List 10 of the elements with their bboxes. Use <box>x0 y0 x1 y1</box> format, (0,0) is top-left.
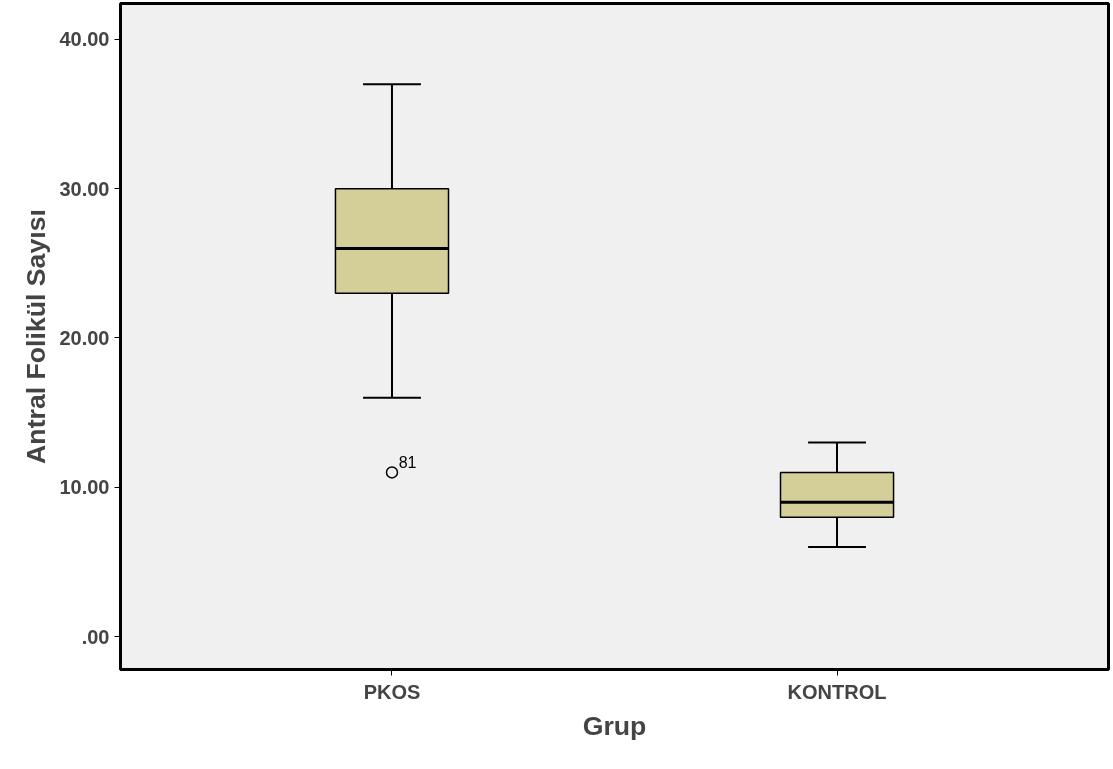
y-axis-title: Antral Folikül Sayısı <box>21 209 52 464</box>
y-tick-label: 10.00 <box>59 476 110 499</box>
x-axis-title: Grup <box>582 710 647 741</box>
annotation: 81 <box>398 453 417 471</box>
y-tick-label: 30.00 <box>59 177 110 200</box>
y-tick-label: 40.00 <box>59 28 110 51</box>
x-tick-label: KONTROL <box>787 680 887 703</box>
y-tick-label: .00 <box>81 625 110 648</box>
y-tick-label: 20.00 <box>59 326 110 349</box>
x-tick-label: PKOS <box>363 680 421 703</box>
